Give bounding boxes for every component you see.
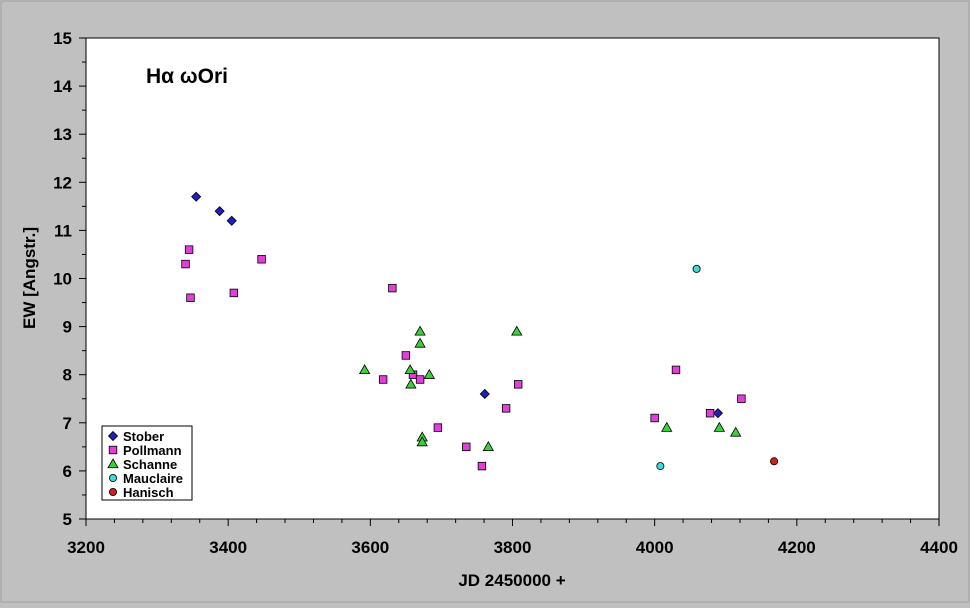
data-point-mauclaire <box>656 462 665 471</box>
data-point-pollmann <box>181 259 190 269</box>
x-axis-label: JD 2450000 + <box>458 571 565 590</box>
data-point-stober <box>226 215 237 226</box>
legend-label-mauclaire: Mauclaire <box>123 471 183 486</box>
data-point-schanne <box>416 436 428 447</box>
y-tick-label: 15 <box>53 29 72 48</box>
data-point-schanne <box>358 364 371 375</box>
data-point-schanne <box>511 325 523 336</box>
y-tick-label: 7 <box>63 414 72 433</box>
y-tick-label: 11 <box>54 221 72 240</box>
legend-label-schanne: Schanne <box>123 457 177 472</box>
y-tick-label: 6 <box>63 462 72 481</box>
data-point-stober <box>214 206 225 217</box>
data-point-pollmann <box>186 293 195 302</box>
plot-area <box>85 37 940 520</box>
y-tick-label: 13 <box>53 125 72 144</box>
legend-box <box>101 425 193 501</box>
data-point-pollmann <box>671 365 681 375</box>
data-point-pollmann <box>184 245 194 254</box>
legend-label-hanisch: Hanisch <box>123 485 174 500</box>
data-point-pollmann <box>513 380 523 389</box>
data-point-pollmann <box>378 375 388 384</box>
data-point-stober <box>479 388 490 400</box>
y-axis-label: EW [Angstr.] <box>20 227 39 329</box>
data-point-stober <box>191 191 202 202</box>
legend-marker-schanne <box>107 458 119 469</box>
chart-title: Hα ωOri <box>146 65 228 88</box>
data-point-schanne <box>661 421 673 432</box>
x-tick-label: 3200 <box>67 538 105 557</box>
y-tick-label: 10 <box>53 270 72 289</box>
data-point-pollmann <box>650 413 659 423</box>
data-point-pollmann <box>737 394 746 403</box>
data-point-schanne <box>713 421 726 432</box>
legend-marker-pollmann <box>108 445 118 455</box>
data-point-pollmann <box>415 375 425 384</box>
data-point-pollmann <box>257 255 266 264</box>
data-point-mauclaire <box>692 264 701 273</box>
data-point-pollmann <box>462 442 471 452</box>
data-point-stober <box>712 408 723 419</box>
x-tick-label: 3400 <box>209 538 247 557</box>
data-point-pollmann <box>477 461 487 471</box>
data-point-pollmann <box>433 423 443 432</box>
data-point-schanne <box>414 325 426 336</box>
data-point-pollmann <box>705 408 715 418</box>
legend-marker-stober <box>107 430 119 442</box>
y-tick-label: 9 <box>63 318 72 337</box>
data-point-schanne <box>482 441 495 452</box>
y-tick-label: 5 <box>63 510 72 529</box>
data-point-pollmann <box>229 288 239 298</box>
x-tick-label: 4400 <box>920 538 958 557</box>
data-point-pollmann <box>501 404 511 413</box>
data-point-schanne <box>414 337 426 348</box>
data-point-pollmann <box>401 351 411 360</box>
x-tick-label: 4200 <box>778 538 816 557</box>
y-tick-label: 12 <box>53 173 72 192</box>
legend-marker-hanisch <box>109 487 118 496</box>
data-point-schanne <box>730 426 742 437</box>
legend-label-pollmann: Pollmann <box>123 443 182 458</box>
x-tick-label: 4000 <box>636 538 674 557</box>
x-tick-label: 3600 <box>351 538 389 557</box>
points-layer <box>181 191 779 471</box>
axes-layer: 3200 3400 3600 3800 4000 4200 4400 5 6 7 8 9 10 11 12 1… <box>53 29 958 557</box>
y-tick-label: 8 <box>63 366 72 385</box>
x-tick-label: 3800 <box>494 538 532 557</box>
data-point-pollmann <box>388 283 397 293</box>
data-point-schanne <box>404 364 416 375</box>
data-point-hanisch <box>770 457 779 466</box>
legend-label-stober: Stober <box>123 429 164 444</box>
y-tick-label: 14 <box>53 77 72 96</box>
data-point-schanne <box>423 368 436 379</box>
legend-marker-mauclaire <box>109 473 118 482</box>
data-point-schanne <box>405 378 417 389</box>
